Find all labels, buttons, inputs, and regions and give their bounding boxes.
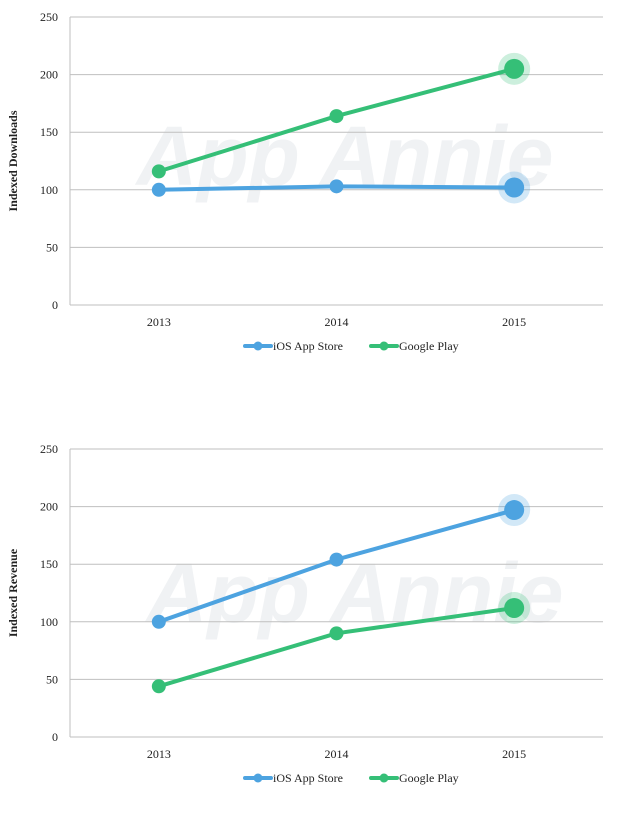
data-point-ios bbox=[504, 177, 525, 198]
x-tick-label: 2013 bbox=[147, 315, 171, 329]
legend-label-google-play: Google Play bbox=[399, 771, 459, 785]
data-point-ios bbox=[151, 182, 166, 197]
legend-label-google-play: Google Play bbox=[399, 339, 459, 353]
legend-marker-ios bbox=[253, 341, 263, 351]
downloads-chart: App Annie 0 50 100 150 200 250 2013 2014 2015 Inde… bbox=[0, 0, 623, 362]
y-tick-label: 150 bbox=[40, 557, 58, 571]
data-point-ios bbox=[329, 552, 344, 567]
data-point-google-play bbox=[329, 626, 344, 641]
y-axis-label: Indexed Downloads bbox=[6, 110, 20, 211]
y-tick-label: 250 bbox=[40, 442, 58, 456]
legend-marker-google-play bbox=[379, 341, 389, 351]
y-tick-label: 100 bbox=[40, 183, 58, 197]
y-tick-label: 150 bbox=[40, 125, 58, 139]
data-point-google-play bbox=[329, 109, 344, 124]
x-tick-label: 2013 bbox=[147, 747, 171, 761]
y-tick-label: 0 bbox=[52, 298, 58, 312]
data-point-ios bbox=[151, 614, 166, 629]
x-tick-label: 2014 bbox=[325, 315, 349, 329]
data-point-ios bbox=[329, 179, 344, 194]
legend: iOS App Store Google Play bbox=[243, 771, 459, 785]
legend-label-ios: iOS App Store bbox=[273, 339, 343, 353]
y-tick-label: 200 bbox=[40, 500, 58, 514]
watermark-text: App Annie bbox=[145, 546, 564, 640]
data-point-ios bbox=[504, 500, 525, 521]
data-point-google-play bbox=[151, 164, 166, 179]
y-tick-label: 250 bbox=[40, 10, 58, 24]
legend-marker-ios bbox=[253, 773, 263, 783]
data-point-google-play bbox=[504, 58, 525, 79]
y-tick-label: 100 bbox=[40, 615, 58, 629]
x-tick-label: 2014 bbox=[325, 747, 349, 761]
data-point-google-play bbox=[504, 597, 525, 618]
legend: iOS App Store Google Play bbox=[243, 339, 459, 353]
revenue-chart-svg: App Annie 0 50 100 150 200 250 2013 2014 2015 Inde… bbox=[6, 442, 603, 785]
x-tick-label: 2015 bbox=[502, 315, 526, 329]
revenue-chart: App Annie 0 50 100 150 200 250 2013 2014 2015 Inde… bbox=[0, 432, 623, 817]
x-tick-label: 2015 bbox=[502, 747, 526, 761]
legend-marker-google-play bbox=[379, 773, 389, 783]
y-tick-label: 50 bbox=[46, 672, 58, 686]
y-axis-label: Indexed Revenue bbox=[6, 548, 20, 637]
legend-label-ios: iOS App Store bbox=[273, 771, 343, 785]
y-tick-label: 50 bbox=[46, 240, 58, 254]
y-tick-label: 200 bbox=[40, 68, 58, 82]
data-point-google-play bbox=[151, 679, 166, 694]
y-tick-label: 0 bbox=[52, 730, 58, 744]
